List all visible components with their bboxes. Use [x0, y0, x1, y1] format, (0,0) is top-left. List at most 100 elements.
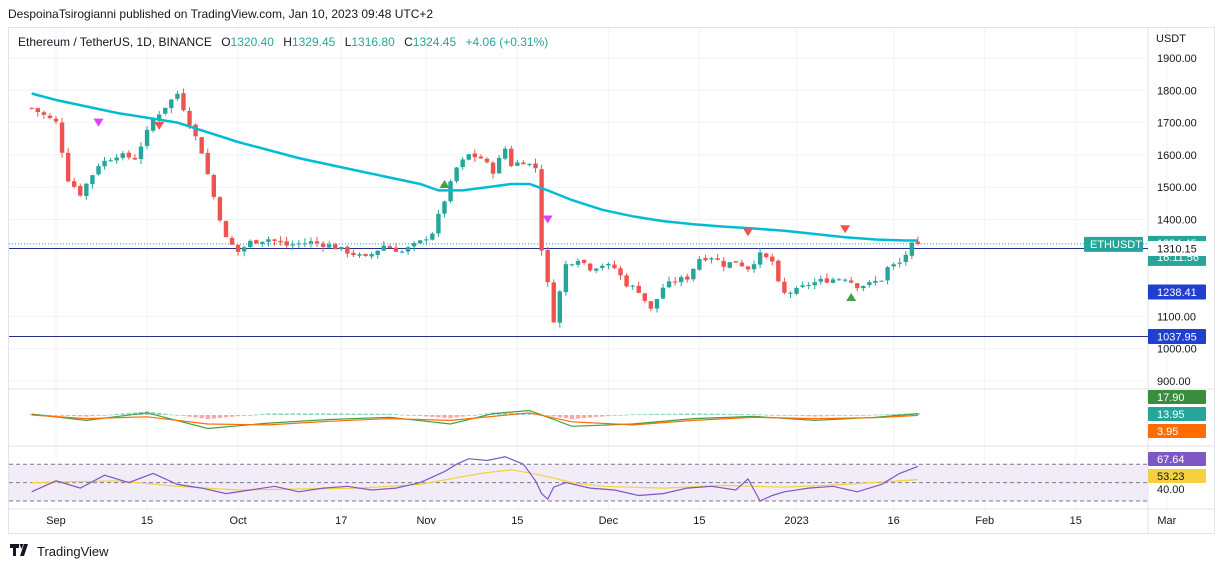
macd-histogram-bar	[405, 415, 411, 416]
macd-histogram-bar	[606, 415, 611, 417]
macd-histogram-bar	[108, 414, 113, 416]
currency-label[interactable]: USDT	[1156, 33, 1186, 45]
macd-histogram-bar	[53, 415, 59, 416]
rsi-ma-tag: 53.23	[1157, 471, 1185, 483]
macd-histogram-bar	[308, 413, 314, 415]
legend-high: 1329.45	[291, 35, 336, 49]
macd-histogram-bar	[679, 413, 684, 415]
macd-histogram-bar	[163, 413, 168, 415]
symbol-badge-bg	[1084, 236, 1143, 252]
macd-histogram-bar	[314, 413, 320, 415]
candle-body	[241, 247, 247, 252]
rsi-level-label: 40.00	[1157, 484, 1185, 496]
macd-histogram-bar	[788, 415, 793, 416]
legend-open-label: O	[221, 35, 231, 49]
grid-lines	[9, 28, 1214, 533]
macd-histogram-bar	[47, 415, 53, 416]
sell-signal-icon	[93, 118, 104, 127]
candle-body	[770, 256, 775, 262]
candle-body	[727, 262, 732, 268]
macd-histogram-bar	[114, 413, 119, 415]
candle-body	[715, 258, 720, 260]
sell-signal-icon	[840, 225, 851, 234]
macd-histogram-bar	[496, 412, 502, 415]
candle-body	[266, 239, 271, 243]
macd-histogram-bar	[873, 414, 878, 416]
candle-body	[885, 267, 890, 281]
candle-body	[59, 122, 65, 153]
candle-body	[533, 163, 538, 169]
candle-body	[144, 129, 150, 146]
macd-histogram-bar	[509, 412, 514, 415]
macd-histogram-bar	[551, 415, 556, 417]
candle-body	[405, 247, 411, 252]
candle-body	[320, 243, 326, 247]
macd-histogram-bar	[691, 413, 696, 415]
candle-body	[114, 157, 119, 161]
hline2-tag: 1037.95	[1157, 331, 1197, 343]
macd-histogram-bar	[132, 412, 138, 415]
candle-body	[199, 137, 204, 154]
macd-histogram-bar	[763, 414, 769, 416]
candle-body	[909, 242, 915, 256]
macd-histogram-bar	[806, 415, 811, 417]
candle-body	[490, 162, 496, 174]
candle-body	[739, 262, 745, 267]
candle-body	[193, 124, 198, 137]
macd-histogram-bar	[284, 413, 289, 415]
axes: 1900.00 1800.00 1700.00 1600.00 1500.00 1400.…	[46, 53, 1197, 527]
candle-body	[763, 253, 769, 258]
candle-body	[660, 287, 666, 299]
candle-body	[812, 282, 817, 286]
macd-histogram-bar	[102, 415, 107, 416]
candle-body	[302, 243, 308, 245]
macd-histogram-bar	[757, 414, 763, 416]
macd-histogram-bar	[557, 415, 563, 418]
macd-signal-tag: 3.95	[1157, 426, 1178, 438]
macd-histogram-bar	[223, 415, 229, 418]
symbol-legend[interactable]: Ethereum / TetherUS, 1D, BINANCE O1320.4…	[18, 35, 548, 49]
footer[interactable]: TradingView	[10, 544, 109, 559]
candle-body	[424, 239, 429, 241]
candle-body	[745, 266, 751, 270]
macd-histogram-bar	[587, 415, 593, 418]
time-tick-label: Feb	[975, 515, 994, 527]
macd-histogram-bar	[800, 415, 805, 417]
candle-body	[472, 153, 478, 158]
time-tick-label: 15	[141, 515, 153, 527]
macd-histogram-bar	[363, 413, 368, 415]
macd-histogram-bar	[424, 415, 429, 417]
candle-body	[248, 240, 253, 247]
macd-histogram-bar	[187, 415, 192, 417]
candle-body	[235, 244, 241, 252]
hline1-tag: 1310.15	[1157, 244, 1197, 256]
price-tick-label: 1400.00	[1157, 215, 1197, 227]
macd-histogram-bar	[569, 415, 575, 420]
candle-body	[181, 93, 186, 111]
time-tick-label: Mar	[1157, 515, 1176, 527]
candle-body	[836, 279, 842, 281]
candle-body	[527, 163, 532, 166]
macd-histogram-bar	[460, 415, 465, 417]
macd-line	[31, 409, 918, 430]
buy-signal-icon	[439, 179, 450, 188]
candle-body	[126, 152, 132, 158]
candle-body	[278, 240, 283, 243]
candle-body	[65, 152, 71, 182]
candle-body	[782, 281, 787, 293]
candle-body	[697, 258, 702, 270]
candle-body	[733, 261, 739, 263]
candle-body	[636, 285, 641, 293]
candle-body	[751, 264, 757, 270]
macd-histogram-bar	[733, 413, 739, 415]
candle-body	[867, 282, 872, 286]
macd-histogram-bar	[836, 415, 842, 416]
candle-body	[150, 119, 156, 131]
legend-high-label: H	[283, 35, 292, 49]
legend-change: +4.06 (+0.31%)	[465, 35, 549, 49]
macd-histogram-bar	[260, 413, 265, 415]
candle-body	[454, 167, 459, 182]
candle-body	[581, 259, 587, 263]
macd-histogram-bar	[205, 415, 210, 420]
